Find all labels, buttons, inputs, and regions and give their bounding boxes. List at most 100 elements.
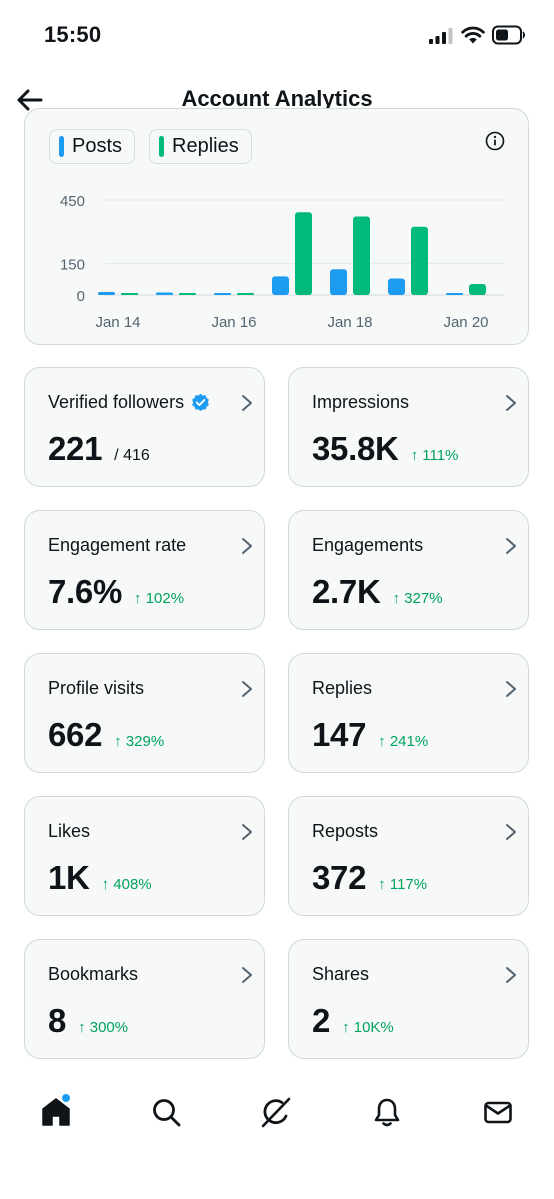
stat-value-row: 662 ↑ 329% [48,716,164,754]
mail-icon[interactable] [482,1096,514,1128]
stat-label: Verified followers [48,392,210,413]
bar-replies-jan-15[interactable] [179,293,196,295]
bar-replies-jan-17[interactable] [295,212,312,295]
search-icon[interactable] [150,1096,182,1128]
stat-change: ↑ 329% [114,733,165,750]
bar-posts-jan-19[interactable] [388,278,405,295]
stat-label: Impressions [312,392,409,413]
stat-label: Engagements [312,535,423,556]
bar-posts-jan-15[interactable] [156,292,173,295]
stat-change: ↑ 327% [392,590,443,607]
stat-value: 35.8K [312,430,399,467]
bar-replies-jan-20[interactable] [469,284,486,295]
bar-replies-jan-19[interactable] [411,226,428,295]
chevron-right-icon [506,395,516,411]
stat-card-shares[interactable]: Shares 2 ↑ 10K% [288,939,529,1059]
stat-value: 147 [312,716,367,753]
legend-posts[interactable]: Posts [49,129,136,164]
bar-posts-jan-20[interactable] [446,293,463,295]
chevron-right-icon [242,824,252,840]
stat-card-bookmarks[interactable]: Bookmarks 8 ↑ 300% [24,939,265,1059]
chevron-right-icon [506,967,516,983]
stat-total: / 416 [114,447,150,464]
stat-card-likes[interactable]: Likes 1K ↑ 408% [24,796,265,916]
stat-value-row: 372 ↑ 117% [312,859,427,897]
stat-value: 2 [312,1002,331,1039]
stat-card-impressions[interactable]: Impressions 35.8K ↑ 111% [288,367,529,487]
stat-label: Replies [312,678,372,699]
chart-card: Posts Replies 450 150 0 Jan 14 Jan 16 Jan 18 J… [24,108,529,345]
y-tick-label: 450 [60,193,85,210]
legend-replies-label: Replies [172,135,239,157]
stat-label: Shares [312,964,369,985]
stat-label-text: Engagement rate [48,535,187,555]
stat-label-text: Verified followers [48,392,185,412]
y-tick-label: 0 [77,288,85,305]
stat-label: Bookmarks [48,964,138,985]
stat-card-engagements[interactable]: Engagements 2.7K ↑ 327% [288,510,529,630]
x-tick-label: Jan 18 [327,314,372,331]
stat-label-text: Impressions [312,392,410,412]
stat-value-row: 2.7K ↑ 327% [312,573,443,611]
battery-icon [492,25,525,45]
chevron-right-icon [506,681,516,697]
stat-change: ↑ 300% [78,1019,129,1036]
wifi-icon [461,26,485,44]
stat-value-row: 35.8K ↑ 111% [312,430,458,468]
bar-posts-jan-16[interactable] [214,293,231,295]
stat-value-row: 8 ↑ 300% [48,1002,128,1040]
bar-posts-jan-14[interactable] [98,292,115,295]
stat-change: ↑ 241% [378,733,429,750]
bar-posts-jan-18[interactable] [330,269,347,295]
stat-value: 7.6% [48,573,123,610]
stat-label: Likes [48,821,90,842]
bar-posts-jan-17[interactable] [272,276,289,295]
stat-value-row: 7.6% ↑ 102% [48,573,184,611]
stat-label-text: Replies [312,678,373,698]
stat-label-text: Profile visits [48,678,145,698]
stat-change: ↑ 117% [378,876,428,893]
bottom-tab-bar [0,1082,554,1152]
stat-value-row: 221 / 416 [48,430,150,468]
stat-change: ↑ 111% [410,447,459,464]
stat-value-row: 147 ↑ 241% [312,716,428,754]
grok-icon[interactable] [260,1096,292,1128]
stat-change: ↑ 408% [101,876,152,893]
bar-chart: 450 150 0 Jan 14 Jan 16 Jan 18 Jan 20 [60,193,504,331]
stat-card-replies[interactable]: Replies 147 ↑ 241% [288,653,529,773]
stat-card-engagement-rate[interactable]: Engagement rate 7.6% ↑ 102% [24,510,265,630]
stat-label: Reposts [312,821,378,842]
bar-replies-jan-14[interactable] [121,293,138,295]
status-bar: 15:50 [0,0,554,72]
stat-value: 221 [48,430,103,467]
bar-replies-jan-18[interactable] [353,216,370,295]
legend-posts-label: Posts [72,135,123,157]
cellular-signal-icon [429,28,453,44]
chevron-right-icon [506,538,516,554]
stat-value-row: 1K ↑ 408% [48,859,152,897]
y-tick-label: 150 [60,256,85,273]
stat-value: 372 [312,859,367,896]
stat-label-text: Bookmarks [48,964,139,984]
header: Account Analytics [0,72,554,128]
stat-value: 1K [48,859,90,896]
stat-label-text: Likes [48,821,91,841]
stat-change: ↑ 102% [134,590,185,607]
info-icon[interactable] [485,131,505,151]
stat-value-row: 2 ↑ 10K% [312,1002,394,1040]
stat-card-reposts[interactable]: Reposts 372 ↑ 117% [288,796,529,916]
bar-replies-jan-16[interactable] [237,293,254,295]
stat-value: 8 [48,1002,67,1039]
stat-label: Engagement rate [48,535,186,556]
home-icon[interactable] [40,1096,72,1128]
home-notification-dot [61,1093,71,1103]
stat-label-text: Shares [312,964,370,984]
stat-label-text: Reposts [312,821,379,841]
x-tick-label: Jan 16 [211,314,256,331]
bell-icon[interactable] [371,1096,403,1128]
chevron-right-icon [506,824,516,840]
stat-card-verified-followers[interactable]: Verified followers 221 / 416 [24,367,265,487]
back-arrow-icon[interactable] [12,82,48,118]
stat-card-profile-visits[interactable]: Profile visits 662 ↑ 329% [24,653,265,773]
legend-replies[interactable]: Replies [149,129,252,164]
